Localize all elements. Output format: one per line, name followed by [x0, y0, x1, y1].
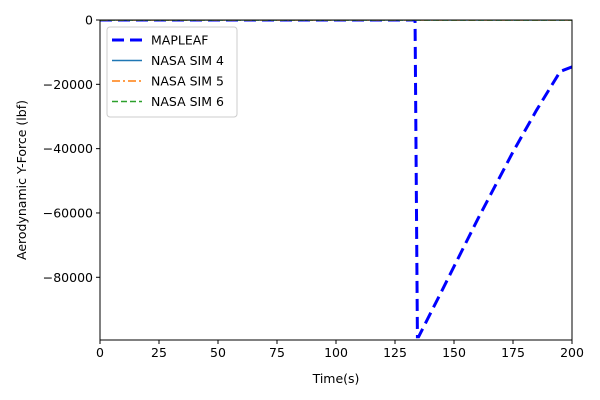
x-tick-label: 125	[383, 345, 407, 360]
legend: MAPLEAF NASA SIM 4 NASA SIM 5 NASA SIM 6	[106, 26, 238, 118]
x-tick-label: 100	[324, 345, 348, 360]
legend-box	[106, 26, 238, 118]
x-tick-label: 25	[151, 345, 167, 360]
series-line-mapleaf	[100, 20, 572, 339]
legend-label: NASA SIM 4	[151, 53, 224, 68]
y-tick-label: −20000	[43, 77, 93, 92]
y-axis-label: Aerodynamic Y-Force (lbf)	[14, 100, 29, 260]
x-tick-label: 150	[442, 345, 466, 360]
y-tick-label: −60000	[43, 205, 93, 220]
legend-label: NASA SIM 5	[151, 74, 224, 89]
legend-label: MAPLEAF	[151, 33, 208, 48]
series-layer	[100, 20, 572, 339]
x-axis: 0 25 50 75 100 125 150 175 200	[96, 340, 584, 360]
y-tick-label: −80000	[43, 270, 93, 285]
x-tick-label: 0	[96, 345, 104, 360]
x-tick-label: 175	[501, 345, 525, 360]
y-axis: 0 −20000 −40000 −60000 −80000	[43, 13, 100, 285]
legend-label: NASA SIM 6	[151, 94, 224, 109]
y-tick-label: −40000	[43, 141, 93, 156]
x-tick-label: 200	[560, 345, 584, 360]
x-tick-label: 50	[210, 345, 226, 360]
x-tick-label: 75	[269, 345, 285, 360]
y-tick-label: 0	[85, 13, 93, 28]
x-axis-label: Time(s)	[312, 371, 360, 386]
